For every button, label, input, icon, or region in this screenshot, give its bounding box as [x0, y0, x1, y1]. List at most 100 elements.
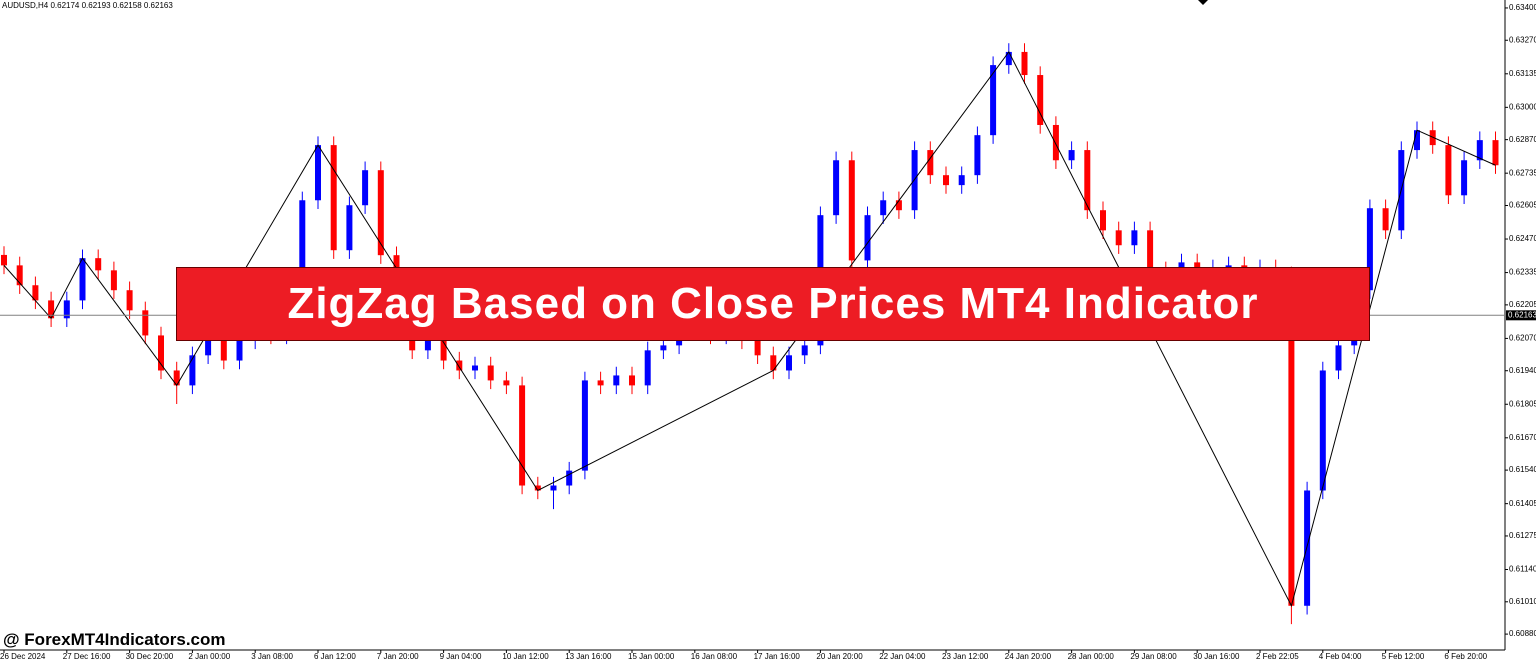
x-tick-label: 20 Jan 20:00: [816, 652, 863, 661]
candle-body: [1100, 210, 1106, 231]
candle-body: [48, 300, 55, 319]
y-tick-label: 0.63270: [1509, 35, 1536, 44]
candle-body: [1414, 130, 1420, 151]
x-tick-label: 17 Jan 16:00: [754, 652, 801, 661]
candle-body: [1461, 160, 1468, 196]
zigzag-line: [3, 50, 1496, 608]
x-tick-label: 30 Dec 20:00: [126, 652, 174, 661]
x-tick-label: 16 Jan 08:00: [691, 652, 738, 661]
candle-body: [330, 145, 337, 251]
y-tick-label: 0.62335: [1509, 268, 1536, 277]
y-tick-label: 0.61540: [1509, 465, 1536, 474]
y-tick-label: 0.62470: [1509, 234, 1536, 243]
candle-body: [660, 345, 667, 351]
candle-body: [1084, 150, 1091, 211]
candle-body: [613, 375, 620, 386]
candle-body: [770, 355, 777, 371]
y-tick-label: 0.61010: [1509, 597, 1536, 606]
candle-body: [205, 330, 212, 356]
candle-body: [189, 355, 196, 386]
candle-body: [1147, 230, 1154, 271]
x-tick-label: 3 Jan 08:00: [251, 652, 293, 661]
y-tick-label: 0.62205: [1509, 300, 1536, 309]
candle-body: [927, 150, 934, 176]
x-tick-label: 2 Feb 22:05: [1256, 652, 1299, 661]
candle-body: [880, 200, 887, 216]
candle-body: [1, 254, 7, 266]
x-tick-label: 26 Dec 2024: [0, 652, 46, 661]
candle-body: [456, 360, 463, 371]
x-tick-label: 10 Jan 12:00: [502, 652, 549, 661]
candle-body: [1476, 140, 1483, 161]
candle-body: [16, 265, 23, 286]
candle-body: [848, 160, 855, 261]
candle-body: [440, 330, 447, 361]
y-tick-label: 0.61805: [1509, 399, 1536, 408]
y-tick-label: 0.63135: [1509, 69, 1536, 78]
candle-body: [1366, 208, 1373, 291]
candle-body: [1382, 208, 1389, 231]
candle-body: [1037, 75, 1044, 125]
candle-body: [1225, 265, 1232, 269]
candle-body: [346, 205, 353, 251]
x-tick-label: 28 Jan 00:00: [1068, 652, 1115, 661]
candle-body: [173, 370, 180, 386]
candle-body: [299, 200, 306, 321]
candle-body: [597, 380, 604, 386]
x-tick-label: 15 Jan 00:00: [628, 652, 675, 661]
symbol-info: AUDUSD,H4 0.62174 0.62193 0.62158 0.6216…: [2, 1, 173, 10]
candle-body: [958, 175, 965, 186]
candle-body: [1445, 145, 1452, 196]
candle-body: [63, 300, 70, 319]
candle-body: [1068, 150, 1075, 161]
candle-body: [895, 200, 902, 211]
candle-body: [472, 365, 478, 371]
y-tick-label: 0.63400: [1509, 3, 1536, 12]
candle-body: [1335, 345, 1342, 371]
candle-body: [1115, 230, 1122, 246]
y-tick-label: 0.62870: [1509, 135, 1536, 144]
x-tick-label: 27 Dec 16:00: [63, 652, 111, 661]
y-tick-label: 0.62605: [1509, 201, 1536, 210]
candle-body: [1319, 370, 1326, 491]
x-tick-label: 9 Jan 04:00: [440, 652, 482, 661]
y-tick-label: 0.63000: [1509, 102, 1536, 111]
x-tick-label: 5 Feb 12:00: [1382, 652, 1425, 661]
candle-body: [79, 258, 86, 301]
shift-marker: [1198, 0, 1208, 5]
candle-body: [126, 290, 133, 311]
candle-body: [32, 285, 39, 301]
candle-body: [786, 355, 792, 371]
candle-body: [629, 375, 635, 386]
candle-body: [566, 470, 573, 486]
candle-body: [142, 310, 149, 336]
y-tick-label: 0.60880: [1509, 629, 1536, 638]
title-banner: ZigZag Based on Close Prices MT4 Indicat…: [176, 267, 1370, 341]
x-tick-label: 13 Jan 16:00: [565, 652, 612, 661]
candle-body: [943, 175, 949, 186]
candle-body: [1288, 275, 1295, 606]
candle-body: [503, 380, 510, 386]
y-tick-label: 0.61275: [1509, 531, 1536, 540]
candle-body: [1021, 51, 1028, 76]
candle-body: [315, 145, 321, 201]
x-tick-label: 4 Feb 04:00: [1319, 652, 1362, 661]
candle-body: [519, 385, 526, 486]
candle-body: [236, 340, 243, 361]
y-tick-label: 0.61140: [1509, 565, 1536, 574]
candle-body: [1194, 262, 1201, 269]
y-tick-label: 0.61940: [1509, 366, 1536, 375]
candle-body: [550, 485, 557, 491]
candle-body: [644, 350, 651, 386]
x-tick-label: 30 Jan 16:00: [1193, 652, 1240, 661]
y-tick-label: 0.61670: [1509, 433, 1536, 442]
candle-body: [801, 345, 808, 356]
x-tick-label: 24 Jan 20:00: [1005, 652, 1052, 661]
current-price-label: 0.62163: [1508, 310, 1536, 319]
y-tick-label: 0.62070: [1509, 334, 1536, 343]
candle-body: [974, 135, 981, 176]
candle-body: [833, 160, 840, 216]
candle-body: [377, 170, 384, 256]
candle-body: [1005, 51, 1012, 66]
